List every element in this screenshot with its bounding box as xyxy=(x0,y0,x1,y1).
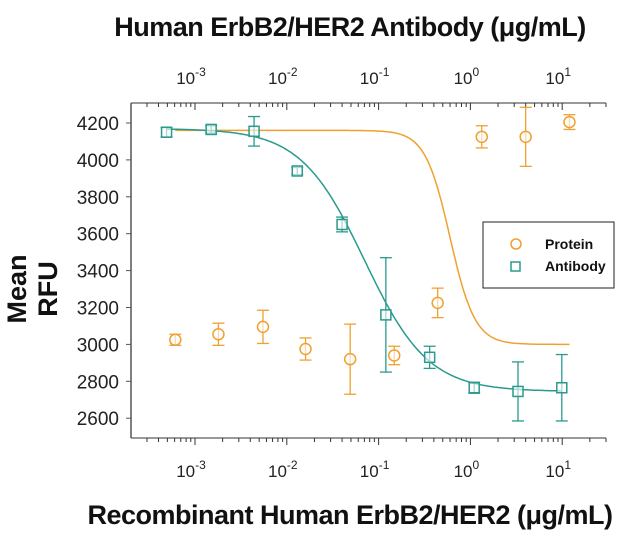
protein-point xyxy=(519,130,532,144)
legend-antibody-marker xyxy=(510,261,521,272)
antibody-fit-curve xyxy=(166,128,562,392)
x-tick-label-top: 10-3 xyxy=(176,65,206,88)
antibody-point xyxy=(556,382,568,394)
x-tick-label-bottom: 101 xyxy=(545,458,571,481)
protein-point xyxy=(387,349,401,362)
antibody-point xyxy=(468,382,480,394)
antibody-point xyxy=(248,125,260,138)
protein-point xyxy=(343,352,357,366)
y-tick-label: 2600 xyxy=(77,409,119,430)
y-tick-label: 4200 xyxy=(77,114,119,135)
legend-protein-marker xyxy=(510,238,522,250)
x-tick-label-top: 10-2 xyxy=(268,65,298,88)
protein-point xyxy=(256,320,270,334)
y-tick-label: 3600 xyxy=(77,225,119,246)
antibody-point xyxy=(336,218,348,231)
antibody-point xyxy=(160,126,173,138)
x-tick-label-bottom: 100 xyxy=(454,458,480,481)
antibody-point xyxy=(423,351,436,364)
antibody-point xyxy=(380,309,392,321)
x-tick-label-bottom: 10-3 xyxy=(176,458,206,481)
legend-box xyxy=(482,221,615,289)
bottom-axis-title: Recombinant Human ErbB2/HER2 (μg/mL) xyxy=(87,500,613,530)
y-tick-label: 3200 xyxy=(77,299,119,320)
x-tick-label-bottom: 10-2 xyxy=(268,458,298,481)
protein-point xyxy=(563,115,576,129)
y-tick-label: 4000 xyxy=(77,151,119,172)
x-tick-label-top: 101 xyxy=(545,65,571,88)
y-tick-label: 3000 xyxy=(77,335,119,356)
legend-protein-label: Protein xyxy=(545,236,593,252)
y-tick-label: 2800 xyxy=(77,372,119,393)
y-tick-label: 3400 xyxy=(77,262,119,283)
antibody-point xyxy=(205,123,217,136)
protein-fit-curve xyxy=(175,129,570,346)
protein-point xyxy=(475,130,489,144)
antibody-point xyxy=(512,385,524,398)
antibody-point xyxy=(291,165,304,177)
legend-antibody-label: Antibody xyxy=(545,258,606,274)
x-tick-label-top: 100 xyxy=(454,65,480,88)
protein-point xyxy=(431,296,444,310)
top-axis-title: Human ErbB2/HER2 Antibody (μg/mL) xyxy=(114,12,586,42)
x-tick-label-top: 10-1 xyxy=(360,65,390,88)
protein-point xyxy=(212,328,225,341)
protein-point xyxy=(169,333,182,347)
y-tick-label: 3800 xyxy=(77,188,119,209)
protein-point xyxy=(299,342,312,356)
x-tick-label-bottom: 10-1 xyxy=(360,458,390,481)
